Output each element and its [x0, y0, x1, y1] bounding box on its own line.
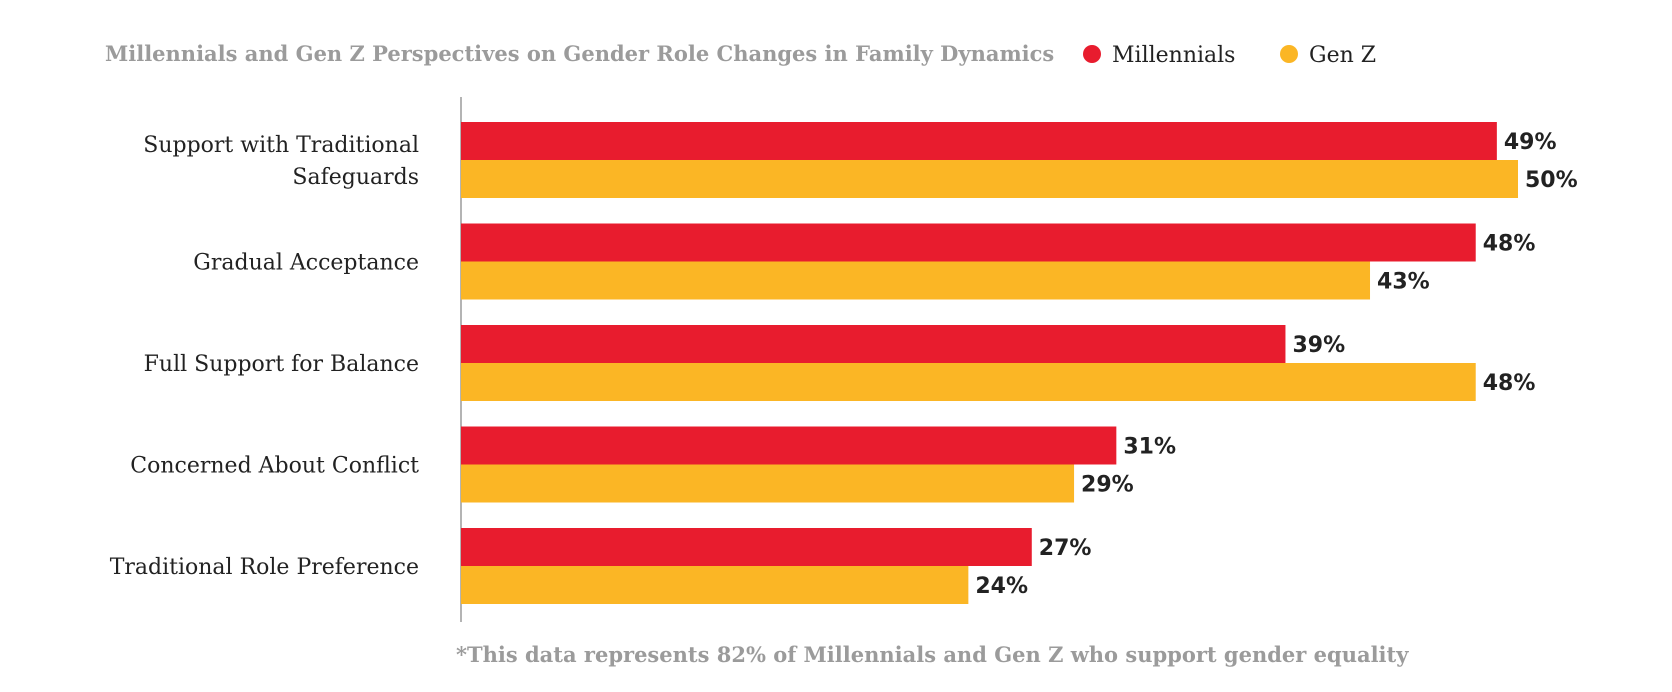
bar-millennials-2 [461, 325, 1286, 363]
bar-gen-z-0 [461, 160, 1518, 198]
value-label-gen-z-1: 43% [1377, 270, 1430, 295]
bar-gen-z-3 [461, 464, 1075, 503]
category-label-0-line-1: Safeguards [292, 165, 419, 190]
bar-millennials-0 [461, 122, 1497, 160]
legend-label-0: Millennials [1112, 43, 1235, 68]
bars [461, 122, 1518, 604]
value-label-gen-z-3: 29% [1081, 473, 1134, 498]
value-label-millennials-0: 49% [1504, 130, 1557, 155]
value-label-millennials-2: 39% [1292, 333, 1345, 358]
legend-marker-1 [1280, 45, 1298, 63]
value-label-gen-z-2: 48% [1483, 371, 1536, 396]
category-label-3: Concerned About Conflict [130, 454, 419, 479]
category-labels: Support with Traditional Safeguards Gradua… [110, 133, 419, 580]
value-labels: 49% 50% 48% 43% 39% 48% 31% 29% 27% 24% [975, 130, 1577, 599]
footnote: *This data represents 82% of Millennials… [456, 642, 1409, 667]
bar-gen-z-4 [461, 566, 969, 604]
value-label-millennials-4: 27% [1039, 536, 1092, 561]
bar-millennials-3 [461, 426, 1117, 465]
value-label-millennials-3: 31% [1123, 435, 1176, 460]
legend-label-1: Gen Z [1309, 43, 1376, 68]
legend: Millennials Gen Z [1083, 43, 1376, 68]
category-label-2: Full Support for Balance [144, 352, 419, 377]
bar-millennials-4 [461, 528, 1032, 566]
bar-gen-z-2 [461, 363, 1476, 401]
category-label-1: Gradual Acceptance [193, 251, 419, 276]
category-label-0-line-0: Support with Traditional [143, 133, 419, 158]
chart-title: Millennials and Gen Z Perspectives on Ge… [105, 41, 1054, 66]
value-label-gen-z-4: 24% [975, 574, 1028, 599]
bar-gen-z-1 [461, 261, 1371, 300]
value-label-millennials-1: 48% [1483, 232, 1536, 257]
value-label-gen-z-0: 50% [1525, 168, 1578, 193]
legend-marker-0 [1083, 45, 1101, 63]
category-label-4: Traditional Role Preference [110, 555, 419, 580]
bar-millennials-1 [461, 223, 1476, 262]
